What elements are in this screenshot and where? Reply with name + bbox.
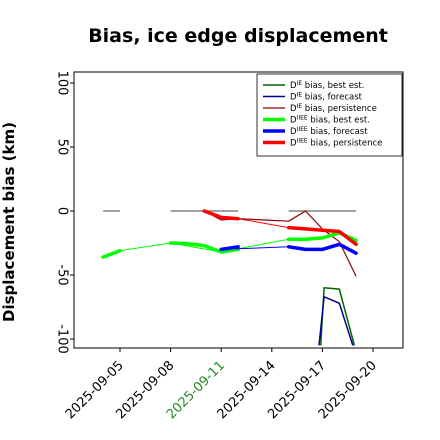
chart-title: Bias, ice edge displacement: [88, 25, 388, 47]
legend-label-5: DIIEE bias, persistence: [290, 138, 382, 149]
legend-label-2: DIE bias, persistence: [290, 103, 377, 114]
y-tick-label-0: 100: [55, 71, 70, 96]
plot-frame: [73, 71, 404, 349]
legend-label-1: DIE bias, forecast: [290, 92, 363, 103]
series-layer: [101, 209, 358, 346]
series-4-segment-1: [286, 242, 358, 255]
legend-label-3: DIIEE bias, best est.: [290, 115, 370, 126]
series-line-5: [238, 218, 289, 229]
series-4-segment-0: [219, 245, 240, 252]
y-tick-label-2: 0: [55, 207, 70, 215]
y-tick-label-1: 50: [55, 139, 70, 156]
y-axis-label: Displacement bias (km): [0, 122, 18, 322]
series-line-2: [204, 210, 357, 277]
legend: DIE bias, best est.DIE bias, forecastDIE…: [256, 73, 403, 157]
legend-label-0: DIE bias, best est.: [290, 80, 364, 91]
plot-border: [73, 71, 404, 349]
y-tick-label-4: -100: [55, 324, 70, 354]
y-tick-label-3: -50: [55, 264, 70, 285]
series-3-segment-1: [168, 241, 240, 254]
series-line-1: [318, 296, 354, 346]
series-5-segment-0: [202, 209, 240, 221]
series-5-segment-1: [286, 225, 358, 247]
series-3-segment-0: [101, 248, 122, 259]
legend-label-4: DIIEE bias, forecast: [290, 126, 368, 137]
